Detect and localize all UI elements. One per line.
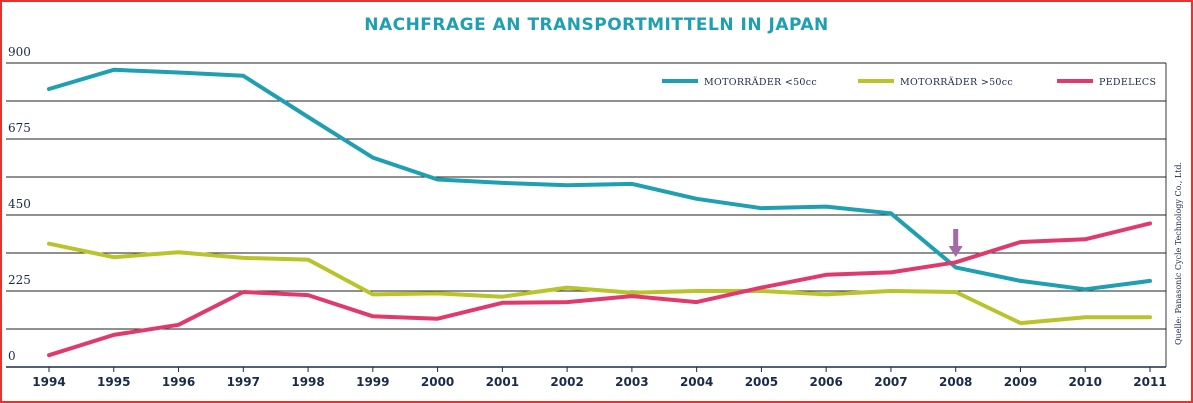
x-tick-label: 1999 (356, 375, 389, 389)
x-tick-label: 2010 (1069, 375, 1102, 389)
series-line-3 (47, 221, 1152, 358)
y-tick-label: 900 (8, 45, 31, 59)
x-tick-label: 2002 (550, 375, 583, 389)
x-tick-label: 2006 (809, 375, 842, 389)
legend-label-2: MOTORRÄDER >50cc (900, 76, 1013, 88)
x-tick-label: 1997 (227, 375, 260, 389)
x-tick-label: 1995 (97, 375, 130, 389)
x-tick-label: 2008 (939, 375, 972, 389)
x-tick-label: 2011 (1133, 375, 1166, 389)
y-tick-label: 675 (8, 121, 31, 135)
series-line-1 (47, 67, 1152, 292)
x-tick-label: 2003 (615, 375, 648, 389)
x-tick-label: 2000 (421, 375, 454, 389)
source-credit: Quelle: Panasonic Cycle Technology Co., … (1174, 162, 1183, 345)
x-tick-label: 2004 (680, 375, 713, 389)
x-tick-label: 1996 (162, 375, 195, 389)
y-tick-label: 0 (8, 349, 16, 363)
x-tick-label: 2005 (745, 375, 778, 389)
legend-label-3: PEDELECS (1099, 77, 1156, 88)
annotation-arrow (948, 229, 963, 257)
x-tick-label: 1994 (32, 375, 65, 389)
x-tick-label: 2009 (1004, 375, 1037, 389)
x-tick-label: 2007 (874, 375, 907, 389)
series-line-2 (47, 241, 1152, 326)
chart-title: NACHFRAGE AN TRANSPORTMITTELN IN JAPAN (364, 15, 829, 35)
y-tick-label: 225 (8, 273, 31, 287)
legend-label-1: MOTORRÄDER <50cc (704, 76, 817, 88)
x-tick-label: 2001 (486, 375, 519, 389)
y-tick-label: 450 (8, 197, 31, 211)
x-tick-label: 1998 (291, 375, 324, 389)
